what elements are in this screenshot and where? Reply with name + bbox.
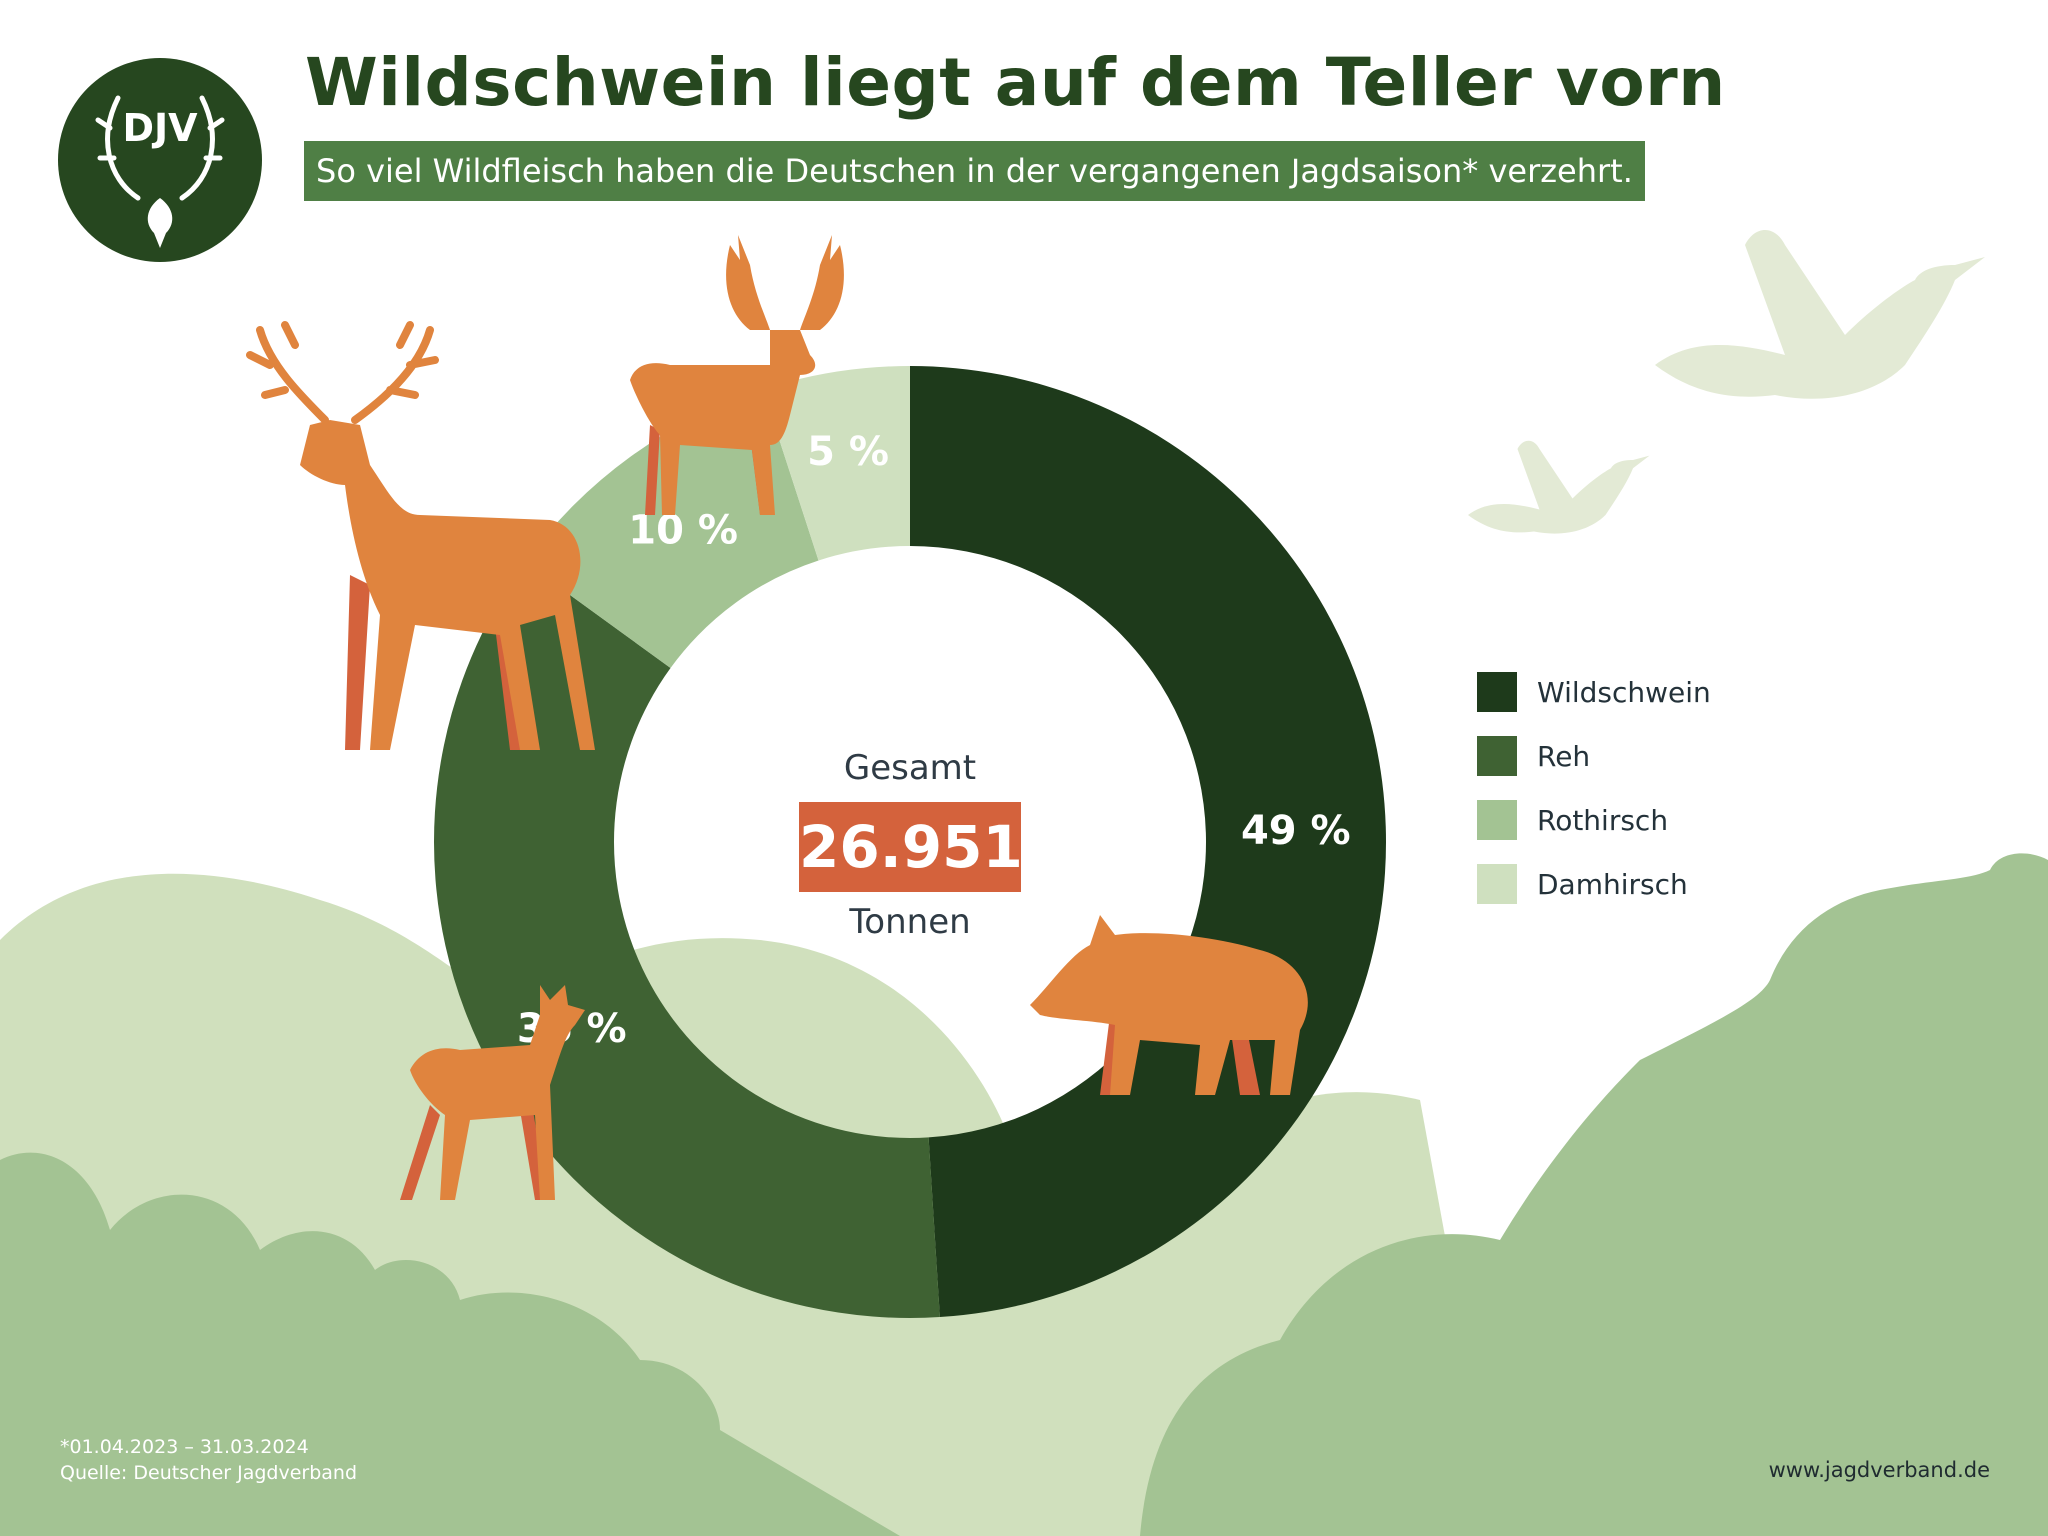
legend-item-rothirsch: Rothirsch [1477,788,1711,852]
donut-slice-rothirsch [524,389,819,669]
donut-slice-wildschwein [910,366,1387,1318]
footnote: *01.04.2023 – 31.03.2024 Quelle: Deutsch… [60,1434,357,1486]
legend-item-damhirsch: Damhirsch [1477,852,1711,916]
donut-slice-damhirsch [762,366,910,561]
legend-swatch [1477,800,1517,840]
page-title: Wildschwein liegt auf dem Teller vorn [305,44,1726,121]
footnote-source: Quelle: Deutscher Jagdverband [60,1462,358,1484]
wild-boar-icon [1030,915,1308,1095]
legend-swatch [1477,672,1517,712]
total-value: 26.951 [799,802,1023,892]
website-link[interactable]: www.jagdverband.de [1768,1458,1990,1482]
legend-swatch [1477,864,1517,904]
legend-label: Reh [1537,739,1591,773]
footnote-period: *01.04.2023 – 31.03.2024 [60,1436,309,1458]
legend-item-reh: Reh [1477,724,1711,788]
chart-legend: Wildschwein Reh Rothirsch Damhirsch [1477,660,1711,916]
djv-logo[interactable]: DJV [58,58,262,262]
legend-swatch [1477,736,1517,776]
legend-item-wildschwein: Wildschwein [1477,660,1711,724]
flying-duck-icon [1468,440,1650,534]
legend-label: Rothirsch [1537,803,1669,837]
legend-label: Wildschwein [1537,675,1711,709]
page-subtitle: So viel Wildfleisch haben die Deutschen … [304,141,1645,201]
slice-label-damhirsch: 5 % [807,429,889,475]
djv-stag-logo-icon [95,95,225,248]
legend-label: Damhirsch [1537,867,1688,901]
flying-duck-icon [1655,230,1985,399]
front-bushes-left [0,1152,900,1536]
roe-deer-icon [400,985,585,1200]
slice-label-wildschwein: 49 % [1241,808,1351,854]
center-top-label: Gesamt [843,748,977,788]
fallow-deer-icon [630,235,844,515]
logo-text: DJV [122,106,198,150]
center-unit-label: Tonnen [849,902,971,942]
slice-label-rothirsch: 10 % [628,508,738,554]
red-deer-icon [246,321,595,750]
donut-slice-reh [434,562,940,1318]
front-bushes-right [1140,853,2048,1536]
